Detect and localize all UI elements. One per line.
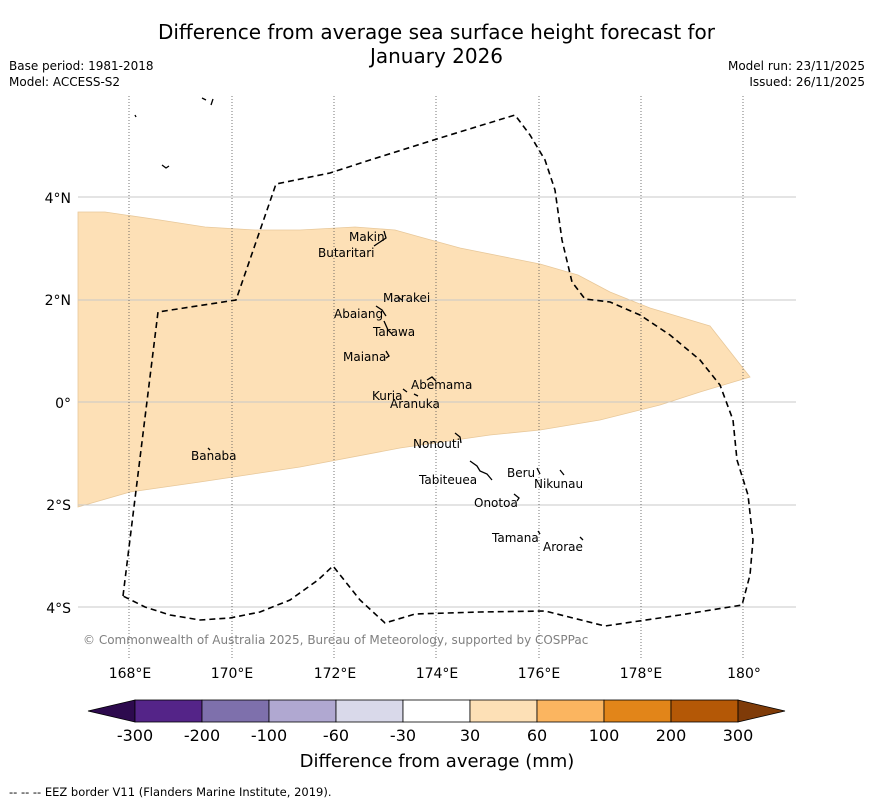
islands-outlines: [134, 97, 584, 541]
eez-legend-footer: -- -- -- EEZ border V11 (Flanders Marine…: [9, 785, 332, 799]
lon-tick-label: 176°E: [518, 666, 561, 682]
colorbar: [87, 699, 786, 723]
island-shape: [383, 320, 393, 335]
island-label: Tarawa: [372, 325, 415, 339]
colorbar-segment: [469, 699, 538, 723]
colorbar-segment: [268, 699, 337, 723]
island-shape: [402, 388, 419, 397]
lat-tick-label: 2°N: [45, 293, 71, 309]
model-name: Model: ACCESS-S2: [9, 75, 121, 89]
island-label: Nikunau: [534, 477, 583, 491]
copyright-notice: © Commonwealth of Australia 2025, Bureau…: [83, 633, 588, 647]
island-label: Tamana: [491, 531, 539, 545]
colorbar-tick-label: -100: [251, 726, 287, 745]
lon-tick-label: 174°E: [416, 666, 459, 682]
colorbar-segment: [134, 699, 203, 723]
island-label: Abaiang: [334, 307, 383, 321]
colorbar-tick-label: 300: [723, 726, 754, 745]
island-shape: [469, 460, 493, 481]
island-label: Tabiteuea: [418, 473, 477, 487]
island-label: Nonouti: [413, 437, 460, 451]
colorbar-extend-low: [87, 699, 136, 723]
colorbar-tick-label: 200: [656, 726, 687, 745]
latitude-tick-labels: 4°N 2°N 0° 2°S 4°S: [45, 191, 72, 617]
lat-tick-label: 4°S: [46, 601, 71, 617]
island-label: Marakei: [383, 291, 430, 305]
lat-tick-label: 2°S: [46, 498, 71, 514]
issued-date: Issued: 26/11/2025: [749, 75, 865, 89]
island-label: Banaba: [191, 449, 237, 463]
meta-left: Base period: 1981-2018 Model: ACCESS-S2: [9, 58, 154, 90]
island-shape: [513, 493, 520, 502]
colorbar-segment: [670, 699, 739, 723]
colorbar-tick-label: 30: [460, 726, 480, 745]
colorbar-segment: [201, 699, 270, 723]
island-label: Abemama: [411, 378, 472, 392]
colorbar-tick-label: -200: [184, 726, 220, 745]
island-label: Aranuka: [390, 397, 440, 411]
colorbar-tick-label: -30: [390, 726, 416, 745]
lon-tick-label: 180°: [727, 666, 761, 682]
colorbar-segment: [335, 699, 404, 723]
island-shape: [454, 432, 462, 444]
colorbar-tick-label: -300: [117, 726, 153, 745]
eez-border: [122, 114, 754, 627]
colorbar-tick-labels: -300 -200 -100 -60 -30 30 60 100 200 300: [117, 726, 753, 745]
colorbar-tick-label: 60: [527, 726, 547, 745]
island-shape: [201, 97, 214, 106]
lon-tick-label: 178°E: [620, 666, 663, 682]
island-shape: [161, 164, 170, 169]
forecast-anomaly-region: [77, 211, 751, 508]
island-shape: [385, 350, 390, 359]
island-label: Maiana: [343, 350, 386, 364]
colorbar-segment: [402, 699, 471, 723]
island-shape: [426, 376, 437, 382]
lon-tick-label: 172°E: [314, 666, 357, 682]
island-label: Makin: [349, 230, 385, 244]
island-label: Kuria: [372, 389, 403, 403]
colorbar-segment: [536, 699, 605, 723]
model-run: Model run: 23/11/2025: [727, 59, 865, 73]
island-shape: [559, 469, 565, 476]
island-shape: [207, 447, 211, 451]
island-labels: Makin Butaritari Marakei Abaiang Tarawa …: [191, 230, 583, 554]
latitude-gridlines: [78, 196, 796, 608]
lat-tick-label: 4°N: [45, 191, 71, 207]
island-shape: [134, 114, 137, 118]
longitude-tick-labels: 168°E 170°E 172°E 174°E 176°E 178°E 180°: [109, 666, 761, 682]
island-shape: [579, 536, 584, 541]
title-line-1: Difference from average sea surface heig…: [157, 20, 716, 44]
lon-tick-label: 170°E: [211, 666, 254, 682]
lat-tick-label: 0°: [55, 396, 71, 412]
island-shape: [375, 305, 387, 317]
island-shape: [536, 467, 541, 475]
island-shape: [373, 230, 387, 247]
island-label: Beru: [507, 466, 535, 480]
colorbar-label: Difference from average (mm): [300, 751, 575, 772]
colorbar-segment: [603, 699, 672, 723]
island-label: Onotoa: [474, 496, 518, 510]
colorbar-tick-label: -60: [323, 726, 349, 745]
meta-right: Model run: 23/11/2025 Issued: 26/11/2025: [728, 58, 865, 90]
island-shape: [397, 296, 403, 301]
longitude-gridlines: [128, 96, 744, 658]
colorbar-tick-label: 100: [589, 726, 620, 745]
island-label: Arorae: [543, 540, 583, 554]
colorbar-extend-high: [737, 699, 786, 723]
island-shape: [537, 530, 541, 535]
title-line-2: January 2026: [369, 44, 504, 68]
island-label: Butaritari: [318, 246, 375, 260]
base-period: Base period: 1981-2018: [9, 59, 154, 73]
map-title: Difference from average sea surface heig…: [0, 20, 873, 68]
lon-tick-label: 168°E: [109, 666, 152, 682]
